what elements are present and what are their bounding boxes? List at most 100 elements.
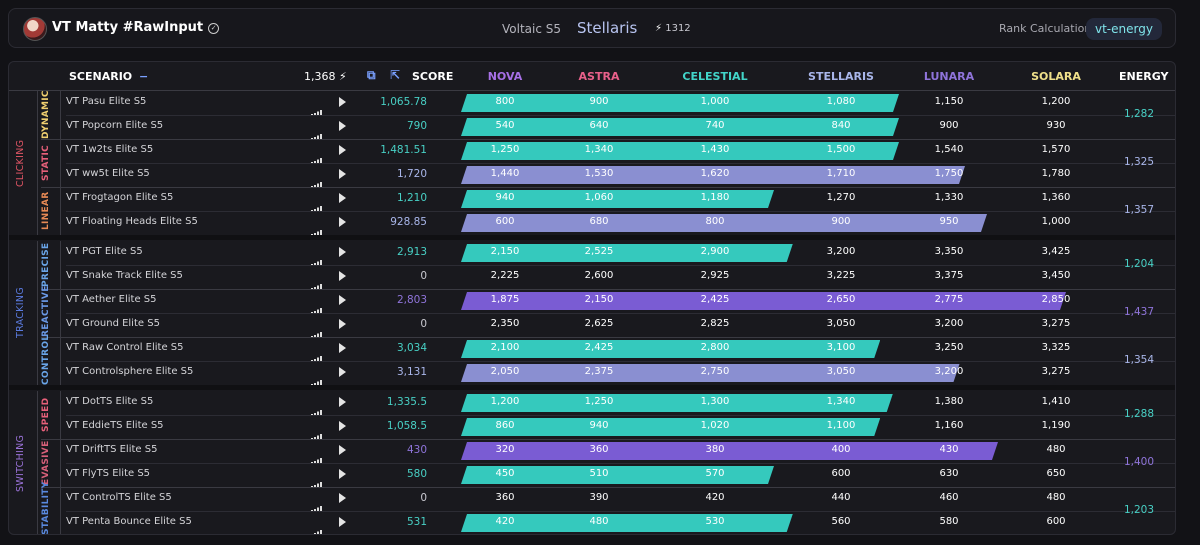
- energy-value: 1,282: [1123, 108, 1155, 120]
- profile-header: VT Matty #RawInput ✓ Voltaic S5 Stellaris…: [8, 8, 1176, 48]
- play-icon[interactable]: [339, 493, 346, 503]
- signal-bars-icon[interactable]: [311, 221, 323, 236]
- scenario-name[interactable]: VT FlyTS Elite S5: [66, 468, 151, 479]
- tier-threshold: 1,060: [584, 192, 614, 203]
- scenario-name[interactable]: VT DriftTS Elite S5: [66, 444, 158, 455]
- play-icon[interactable]: [339, 217, 346, 227]
- signal-bars-icon[interactable]: [311, 125, 323, 140]
- subcategory-divider: [41, 439, 1175, 440]
- scenario-name[interactable]: VT DotTS Elite S5: [66, 396, 154, 407]
- play-icon[interactable]: [339, 295, 346, 305]
- signal-bars-icon[interactable]: [311, 173, 323, 188]
- scenario-name[interactable]: VT Popcorn Elite S5: [66, 120, 164, 131]
- play-icon[interactable]: [339, 97, 346, 107]
- play-icon[interactable]: [339, 169, 346, 179]
- scenario-name[interactable]: VT PGT Elite S5: [66, 246, 143, 257]
- subcategory-divider: [41, 337, 1175, 338]
- play-icon[interactable]: [339, 469, 346, 479]
- play-icon[interactable]: [339, 145, 346, 155]
- collapse-toggle[interactable]: −: [139, 70, 149, 83]
- copy-icon[interactable]: ⧉: [367, 68, 376, 82]
- play-icon[interactable]: [339, 517, 346, 527]
- tier-threshold: 420: [705, 492, 725, 503]
- scenario-name[interactable]: VT 1w2ts Elite S5: [66, 144, 154, 155]
- play-icon[interactable]: [339, 271, 346, 281]
- tier-threshold: 840: [831, 120, 851, 131]
- signal-bars-icon[interactable]: [311, 251, 323, 266]
- scenario-name[interactable]: VT Ground Elite S5: [66, 318, 160, 329]
- progress-bar: [461, 340, 880, 358]
- scenario-name[interactable]: VT Raw Control Elite S5: [66, 342, 184, 353]
- play-icon[interactable]: [339, 247, 346, 257]
- score-value: 1,481.51: [380, 144, 427, 156]
- rank-calc-select[interactable]: vt-energy: [1086, 18, 1162, 40]
- signal-bars-icon[interactable]: [311, 197, 323, 212]
- scenario-name[interactable]: VT EddieTS Elite S5: [66, 420, 164, 431]
- signal-bars-icon[interactable]: [311, 275, 323, 290]
- play-icon[interactable]: [339, 121, 346, 131]
- scenario-name[interactable]: VT Controlsphere Elite S5: [66, 366, 194, 377]
- tier-threshold: 1,780: [1041, 168, 1071, 179]
- signal-bars-icon[interactable]: [311, 101, 323, 116]
- signal-bars-icon[interactable]: [311, 401, 323, 416]
- table-row: VT ww5t Elite S5 1,720 1,440 1,530 1,620 1,71…: [9, 163, 1175, 188]
- energy-value: 1,204: [1123, 258, 1155, 270]
- tier-header-nova: NOVA: [487, 70, 523, 83]
- tier-threshold: 3,425: [1041, 246, 1071, 257]
- tier-threshold: 570: [705, 468, 725, 479]
- progress-bar: [461, 118, 899, 136]
- scenario-name[interactable]: VT Frogtagon Elite S5: [66, 192, 174, 203]
- avatar[interactable]: [23, 17, 47, 41]
- play-icon[interactable]: [339, 445, 346, 455]
- scenario-name[interactable]: VT Aether Elite S5: [66, 294, 157, 305]
- benchmark-table: SCENARIO − 1,368 ⚡ ⧉ ⇱ SCORE NOVA ASTRA CE…: [8, 61, 1176, 535]
- subcategory-divider: [41, 139, 1175, 140]
- score-value: 928.85: [390, 216, 427, 228]
- play-icon[interactable]: [339, 193, 346, 203]
- tier-threshold: 3,375: [934, 270, 964, 281]
- scenario-name[interactable]: VT ww5t Elite S5: [66, 168, 150, 179]
- tier-threshold: 2,625: [584, 318, 614, 329]
- signal-bars-icon[interactable]: [311, 497, 323, 512]
- tier-threshold: 360: [589, 444, 609, 455]
- play-icon[interactable]: [339, 397, 346, 407]
- tier-threshold: 580: [939, 516, 959, 527]
- scenario-name[interactable]: VT Pasu Elite S5: [66, 96, 147, 107]
- signal-bars-icon[interactable]: [311, 323, 323, 338]
- signal-bars-icon[interactable]: [311, 299, 323, 314]
- signal-bars-icon[interactable]: [311, 347, 323, 362]
- tier-threshold: 320: [495, 444, 515, 455]
- play-icon[interactable]: [339, 343, 346, 353]
- scenario-name[interactable]: VT ControlTS Elite S5: [66, 492, 172, 503]
- tier-threshold: 2,150: [490, 246, 520, 257]
- tier-threshold: 440: [831, 492, 851, 503]
- score-value: 3,034: [396, 342, 427, 354]
- signal-bars-icon[interactable]: [311, 449, 323, 464]
- tier-threshold: 1,250: [490, 144, 520, 155]
- tier-threshold: 1,020: [700, 420, 730, 431]
- signal-bars-icon[interactable]: [311, 149, 323, 164]
- tier-threshold: 540: [495, 120, 515, 131]
- total-score: 1,368 ⚡: [304, 70, 347, 83]
- score-value: 0: [420, 270, 427, 282]
- signal-bars-icon[interactable]: [311, 371, 323, 386]
- scenario-name[interactable]: VT Snake Track Elite S5: [66, 270, 183, 281]
- tier-threshold: 3,275: [1041, 318, 1071, 329]
- signal-bars-icon[interactable]: [311, 521, 323, 534]
- table-row: VT Pasu Elite S5 1,065.78 800 900 1,000 1,080…: [9, 91, 1175, 116]
- play-icon[interactable]: [339, 367, 346, 377]
- subcategory-column-divider: [60, 91, 61, 235]
- username[interactable]: VT Matty #RawInput ✓: [52, 20, 220, 35]
- export-icon[interactable]: ⇱: [390, 68, 401, 82]
- scenario-name[interactable]: VT Floating Heads Elite S5: [66, 216, 198, 227]
- play-icon[interactable]: [339, 319, 346, 329]
- play-icon[interactable]: [339, 421, 346, 431]
- scenario-name[interactable]: VT Penta Bounce Elite S5: [66, 516, 192, 527]
- row-divider: [66, 211, 1175, 212]
- subcategory-divider: [41, 187, 1175, 188]
- signal-bars-icon[interactable]: [311, 425, 323, 440]
- tier-threshold: 1,710: [826, 168, 856, 179]
- signal-bars-icon[interactable]: [311, 473, 323, 488]
- tier-threshold: 2,850: [1041, 294, 1071, 305]
- energy-value: 1,354: [1123, 354, 1155, 366]
